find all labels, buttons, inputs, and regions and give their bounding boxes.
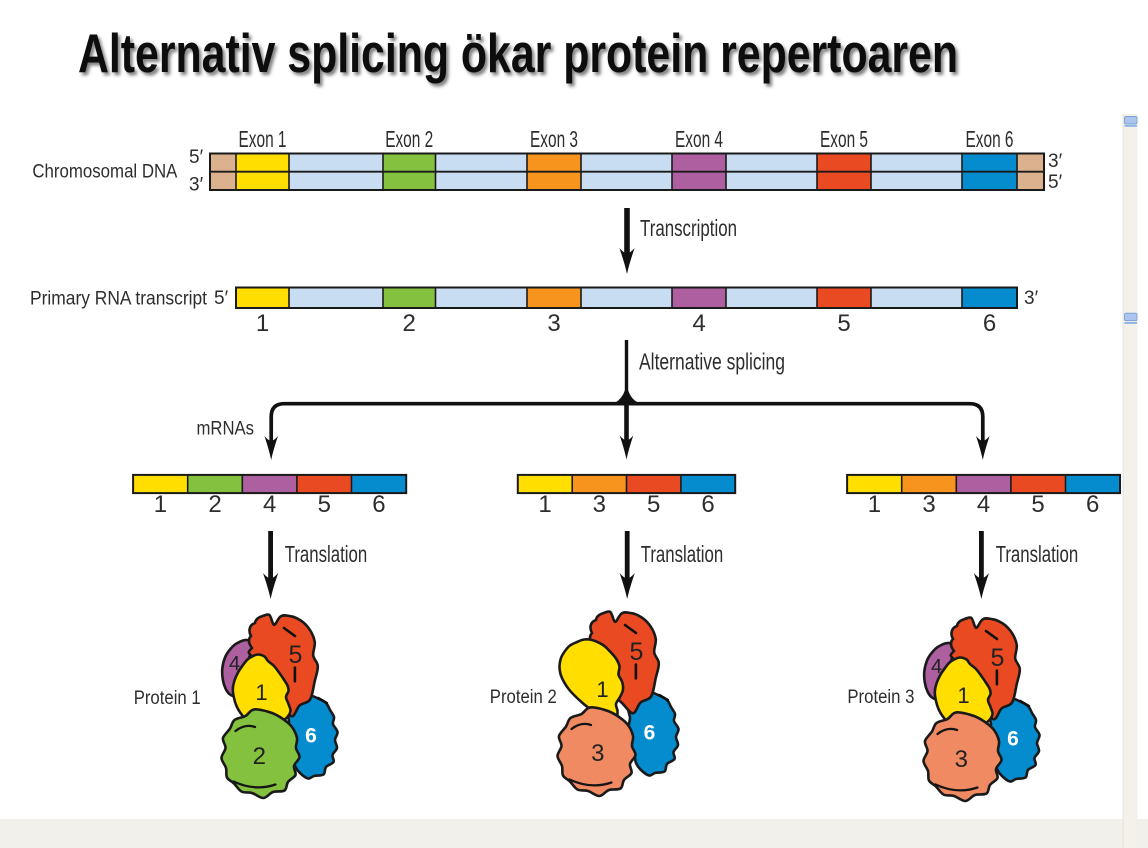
svg-text:Protein 1: Protein 1 <box>134 688 201 709</box>
svg-text:3′: 3′ <box>1048 151 1063 172</box>
svg-text:Exon 3: Exon 3 <box>530 126 578 152</box>
svg-text:1: 1 <box>154 491 167 518</box>
svg-text:3′: 3′ <box>189 175 204 196</box>
svg-text:3: 3 <box>593 491 606 518</box>
svg-text:5: 5 <box>630 638 644 666</box>
svg-text:3: 3 <box>591 740 604 767</box>
svg-text:Translation: Translation <box>285 541 368 567</box>
svg-text:Chromosomal DNA: Chromosomal DNA <box>32 162 177 183</box>
svg-text:1: 1 <box>868 491 881 518</box>
svg-text:5: 5 <box>289 641 303 669</box>
svg-text:6: 6 <box>372 491 385 518</box>
svg-text:4: 4 <box>229 653 240 675</box>
svg-text:6: 6 <box>983 310 996 337</box>
svg-text:1: 1 <box>957 683 969 708</box>
svg-text:1: 1 <box>255 680 267 705</box>
svg-text:6: 6 <box>701 491 714 518</box>
svg-text:6: 6 <box>1007 728 1019 751</box>
svg-text:3′: 3′ <box>1024 288 1039 309</box>
svg-text:1: 1 <box>596 677 608 702</box>
svg-text:4: 4 <box>263 491 276 518</box>
svg-text:5′: 5′ <box>189 147 204 168</box>
svg-text:5: 5 <box>647 491 660 518</box>
svg-text:Protein 2: Protein 2 <box>490 687 557 708</box>
svg-text:Exon 6: Exon 6 <box>966 126 1014 152</box>
svg-text:5: 5 <box>318 491 331 518</box>
svg-text:5′: 5′ <box>214 288 229 309</box>
svg-text:1: 1 <box>538 491 551 518</box>
svg-text:Translation: Translation <box>641 541 724 567</box>
svg-text:6: 6 <box>305 725 317 748</box>
svg-text:5′: 5′ <box>1048 172 1063 193</box>
svg-text:1: 1 <box>256 310 269 337</box>
svg-text:5: 5 <box>837 310 850 337</box>
svg-text:3: 3 <box>922 491 935 518</box>
svg-text:6: 6 <box>1086 491 1099 518</box>
svg-text:Exon 1: Exon 1 <box>239 126 287 152</box>
svg-text:mRNAs: mRNAs <box>197 419 255 440</box>
svg-text:Exon 4: Exon 4 <box>675 126 723 152</box>
svg-text:3: 3 <box>955 746 968 773</box>
svg-text:4: 4 <box>977 491 990 518</box>
svg-text:Alternative splicing: Alternative splicing <box>639 349 785 375</box>
svg-text:2: 2 <box>253 743 266 770</box>
svg-text:Translation: Translation <box>996 541 1078 567</box>
svg-text:5: 5 <box>1031 491 1044 518</box>
svg-text:Alternativ splicing ökar prote: Alternativ splicing ökar protein reperto… <box>78 22 958 84</box>
svg-text:4: 4 <box>931 656 942 678</box>
svg-text:Primary RNA transcript: Primary RNA transcript <box>30 289 208 310</box>
svg-text:Protein 3: Protein 3 <box>847 687 914 708</box>
svg-text:5: 5 <box>991 644 1005 672</box>
svg-text:Exon 2: Exon 2 <box>385 126 433 152</box>
svg-text:3: 3 <box>547 310 560 337</box>
svg-text:2: 2 <box>208 491 221 518</box>
svg-text:Transcription: Transcription <box>640 215 737 241</box>
svg-text:2: 2 <box>403 310 416 337</box>
svg-text:Exon 5: Exon 5 <box>820 126 868 152</box>
svg-text:6: 6 <box>644 722 656 745</box>
svg-text:4: 4 <box>692 310 705 337</box>
